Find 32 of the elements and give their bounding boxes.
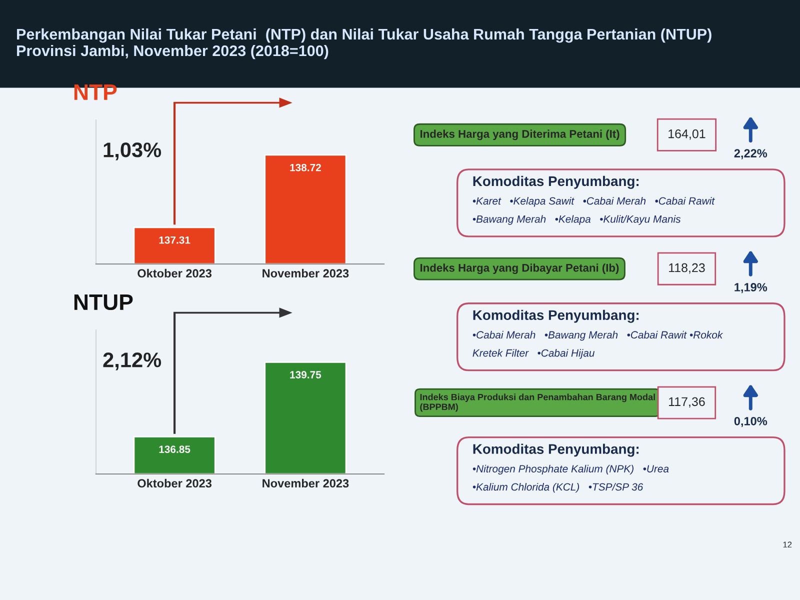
text: 2,22% [734,149,768,160]
text: Komoditas Penyumbang: [473,310,639,323]
text: 0,10% [734,416,768,428]
text: 118,23 [669,263,705,274]
text: 1,19% [734,283,768,294]
text: •Karet •Kelapa Sawit •Cabai Merah •Cabai Rawit [472,196,715,207]
data-label: 139.75 [290,371,322,378]
data-label: 138.72 [290,164,321,172]
text: •Bawang Merah •Kelapa •Kulit/Kayu Manis [472,215,681,225]
text: Komoditas Penyumbang: [473,444,639,457]
annotation: 1,03% [104,142,162,160]
x-tick-label: Oktober 2023 [138,268,212,278]
text: Kretek Filter •Cabai Hijau [472,349,595,359]
text: Indeks Biaya Produksi dan Penambahan Barang Modal (BPPBM) [420,394,655,412]
x-tick-label: November 2023 [262,478,349,488]
annotation: 2,12% [103,352,162,370]
text: Perkembangan Nilai Tukar Petani (NTP) dan Nilai Tukar Usaha Rumah Tangga Pertanian (NTUP) Provinsi Jambi, November 2023 (2018=100) [17,28,712,60]
text: Indeks Harga yang Dibayar Petani (Ib) [420,264,619,274]
text: Komoditas Penyumbang: [473,176,639,189]
data-label: 136.85 [159,446,190,454]
chart-title: NTUP [74,294,133,310]
text: •Nitrogen Phosphate Kalium (NPK) •Urea [472,464,669,475]
text: 117,36 [669,397,705,408]
x-tick-label: Oktober 2023 [138,478,212,488]
text: Indeks Harga yang Diterima Petani (It) [420,130,620,140]
chart-title: NTP [74,84,117,100]
x-tick-label: November 2023 [262,268,349,278]
text: •Kalium Chlorida (KCL) •TSP/SP 36 [472,482,644,493]
text: •Cabai Merah •Bawang Merah •Cabai Rawit •Rokok [472,330,724,341]
text: 164,01 [668,129,706,140]
text: 12 [783,542,792,548]
data-label: 137.31 [159,236,190,244]
